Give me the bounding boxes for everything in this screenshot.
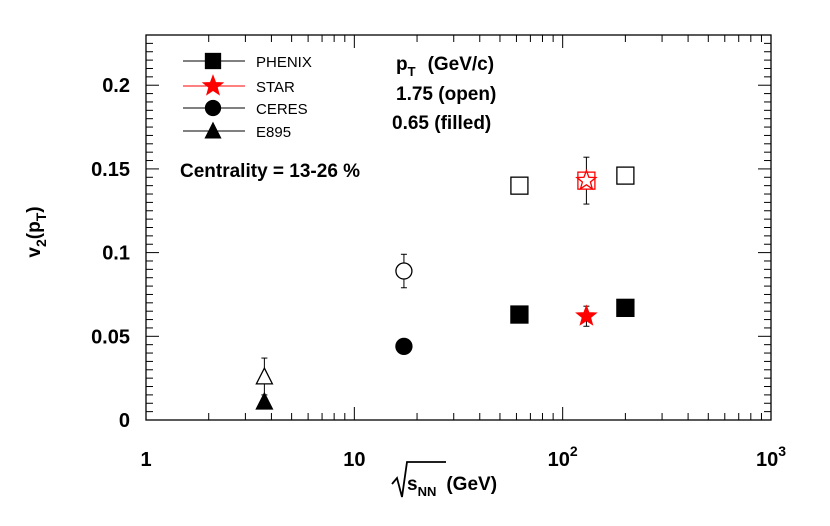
legend-marker-star: [201, 74, 225, 96]
legend: PHENIX STAR CERES E895: [183, 52, 312, 141]
y-tick-label: 0: [119, 410, 130, 432]
legend-marker-e895: [204, 121, 222, 139]
x-tick-label: 10: [343, 449, 365, 471]
point-e895-open: [255, 366, 274, 385]
point-phenix-filled: [510, 305, 529, 324]
point-ceres-open: [395, 262, 413, 280]
legend-marker-ceres: [204, 99, 222, 117]
legend-label-phenix: PHENIX: [256, 54, 312, 71]
point-e895-filled: [255, 391, 274, 410]
point-ceres-filled: [395, 337, 413, 355]
y-tick-label: 0.15: [91, 159, 130, 181]
x-tick-label: 102: [548, 443, 578, 471]
x-tick-labels: 1 10 102 103: [140, 443, 786, 471]
y-tick-labels: 0 0.05 0.1 0.15 0.2: [91, 75, 130, 432]
pt-annotation: pT (GeV/c) 1.75 (open) 0.65 (filled): [392, 54, 496, 134]
legend-label-ceres: CERES: [256, 101, 308, 118]
y-tick-label: 0.05: [91, 326, 130, 348]
point-star-open: [575, 168, 598, 191]
y-tick-label: 0.2: [102, 75, 130, 97]
sqrt-sign: [391, 461, 446, 498]
x-tick-label: 103: [756, 443, 786, 471]
point-phenix-open: [616, 166, 635, 185]
point-phenix-open: [510, 176, 529, 195]
legend-label-e895: E895: [256, 124, 291, 141]
x-axis-label: sNN (GeV): [391, 461, 497, 499]
centrality-annotation: Centrality = 13-26 %: [180, 161, 360, 182]
y-tick-label: 0.1: [102, 243, 130, 265]
y-axis-title: v2(pT): [24, 206, 49, 257]
legend-marker-phenix: [204, 52, 222, 70]
legend-markers: [183, 52, 245, 139]
open-row-label: 1.75 (open): [396, 84, 496, 105]
point-star-filled: [575, 304, 598, 326]
x-axis-title: sNN (GeV): [407, 474, 497, 499]
pt-header: pT (GeV/c): [396, 54, 494, 79]
point-phenix-filled: [616, 298, 635, 317]
x-tick-label: 1: [140, 449, 151, 471]
legend-label-star: STAR: [256, 79, 295, 96]
filled-row-label: 0.65 (filled): [392, 113, 491, 134]
axis-ticks: [146, 34, 771, 421]
data-points: [255, 156, 635, 410]
